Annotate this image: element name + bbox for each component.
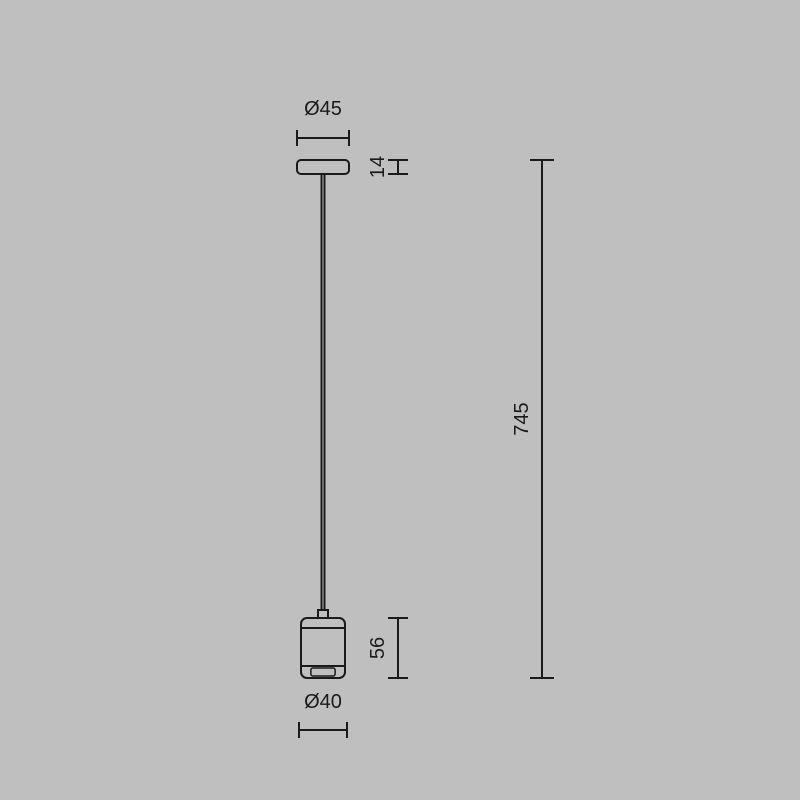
- dim-holder-height-label: 56: [367, 637, 389, 659]
- background: [0, 0, 800, 800]
- dim-top-diameter-label: Ø45: [304, 98, 342, 120]
- technical-drawing: Ø45 Ø40 14 56 745: [0, 0, 800, 800]
- dim-bottom-diameter-label: Ø40: [304, 691, 342, 713]
- dim-canopy-height-label: 14: [367, 156, 389, 178]
- dim-total-height-label: 745: [511, 402, 533, 435]
